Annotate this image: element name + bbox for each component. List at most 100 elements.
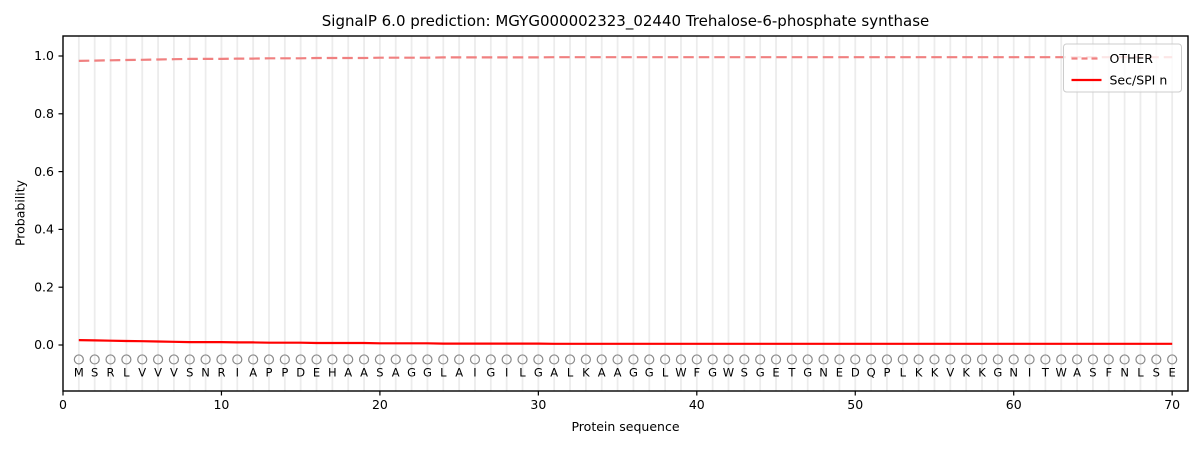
- residue-marker: [897, 354, 908, 365]
- residue-letter: D: [851, 365, 860, 379]
- x-axis-ticks: 0 10 20 30 40 50 60 70: [59, 391, 1180, 412]
- y-tick-label: 0.4: [34, 222, 54, 237]
- residue-letter: E: [836, 365, 843, 379]
- residue-marker: [1135, 354, 1146, 365]
- gridlines: [77, 36, 1174, 391]
- legend-label: Sec/SPI n: [1110, 72, 1168, 87]
- legend-label: OTHER: [1110, 51, 1154, 66]
- residue-marker: [723, 354, 734, 365]
- x-tick-label: 60: [1006, 397, 1022, 412]
- residue-marker: [660, 354, 671, 365]
- residue-letter: I: [473, 365, 476, 379]
- residue-letter: V: [170, 365, 178, 379]
- residue-letter: K: [915, 365, 923, 379]
- residue-marker: [580, 354, 591, 365]
- residue-letter: V: [154, 365, 162, 379]
- residue-marker: [739, 354, 750, 365]
- residue-letter: A: [344, 365, 352, 379]
- residue-marker: [152, 354, 164, 365]
- residue-letter: A: [360, 365, 368, 379]
- residue-marker: [881, 354, 893, 365]
- residue-letter: P: [281, 365, 288, 379]
- residue-letter: L: [567, 365, 574, 379]
- residue-letter: K: [582, 365, 590, 379]
- residue-letter: I: [505, 365, 508, 379]
- residue-marker: [533, 354, 544, 365]
- residue-letter: L: [1137, 365, 1144, 379]
- residue-marker: [248, 354, 259, 365]
- residue-marker: [802, 354, 813, 365]
- residue-letter: K: [962, 365, 970, 379]
- residue-marker: [501, 354, 512, 365]
- residue-marker: [865, 354, 877, 365]
- residue-marker: [1151, 354, 1162, 365]
- residue-marker: [644, 354, 655, 365]
- residue-marker: [992, 354, 1003, 365]
- residue-letter: W: [723, 365, 734, 379]
- residue-marker: [105, 354, 116, 365]
- residue-marker: [438, 354, 449, 365]
- residue-letter: I: [1028, 365, 1031, 379]
- residue-marker: [469, 354, 481, 365]
- residue-marker: [263, 354, 275, 365]
- residue-letter: L: [123, 365, 130, 379]
- residue-marker: [564, 354, 576, 365]
- residue-marker: [1087, 354, 1099, 365]
- residue-marker: [770, 354, 782, 365]
- residue-letter: F: [1105, 365, 1112, 379]
- residue-letter: R: [107, 365, 115, 379]
- legend: OTHER Sec/SPI n: [1063, 43, 1182, 93]
- residue-letter: S: [91, 365, 98, 379]
- residue-marker: [327, 354, 338, 365]
- residue-marker: [707, 354, 718, 365]
- residue-marker: [73, 354, 84, 365]
- residue-marker: [422, 354, 433, 365]
- residue-marker: [184, 354, 195, 365]
- x-tick-label: 0: [59, 397, 67, 412]
- y-tick-label: 0.8: [34, 106, 54, 121]
- residue-marker: [406, 354, 417, 365]
- residue-marker: [137, 354, 148, 365]
- residue-letter: G: [486, 365, 495, 379]
- residue-marker: [200, 354, 211, 365]
- residue-letter: T: [787, 365, 796, 379]
- residue-letter: G: [629, 365, 638, 379]
- residue-marker: [454, 354, 465, 365]
- residue-letter: K: [978, 365, 986, 379]
- residue-marker: [1103, 354, 1114, 365]
- residue-letter: A: [614, 365, 622, 379]
- residue-marker: [786, 354, 797, 365]
- residue-marker: [485, 354, 496, 365]
- residue-marker: [691, 354, 702, 365]
- residue-letter: A: [1073, 365, 1081, 379]
- residue-letter: P: [266, 365, 273, 379]
- residue-marker: [89, 354, 100, 365]
- residue-marker: [517, 354, 528, 365]
- y-tick-label: 1.0: [34, 48, 54, 63]
- sec-spi-n-series-line: [78, 339, 1173, 345]
- residue-marker: [1119, 354, 1130, 365]
- residue-letter: A: [598, 365, 606, 379]
- residue-marker: [295, 354, 306, 365]
- y-axis-ticks: 0.0 0.2 0.4 0.6 0.8 1.0: [34, 48, 63, 352]
- x-tick-label: 40: [689, 397, 705, 412]
- residue-letter: A: [550, 365, 558, 379]
- residue-marker: [850, 354, 861, 365]
- residue-marker: [755, 354, 766, 365]
- residue-marker: [596, 354, 607, 365]
- x-tick-label: 10: [213, 397, 229, 412]
- x-tick-label: 20: [372, 397, 388, 412]
- residue-marker: [390, 354, 401, 365]
- residue-letter: L: [662, 365, 669, 379]
- residue-letter: G: [803, 365, 812, 379]
- residue-letter: A: [249, 365, 257, 379]
- x-axis-label: Protein sequence: [571, 419, 680, 434]
- x-tick-label: 70: [1164, 397, 1180, 412]
- residue-letter: D: [296, 365, 305, 379]
- residue-marker: [1056, 354, 1067, 365]
- residue-letter: V: [946, 365, 954, 379]
- residue-letter: S: [741, 365, 748, 379]
- residue-marker: [834, 354, 845, 365]
- residue-marker: [1167, 354, 1178, 365]
